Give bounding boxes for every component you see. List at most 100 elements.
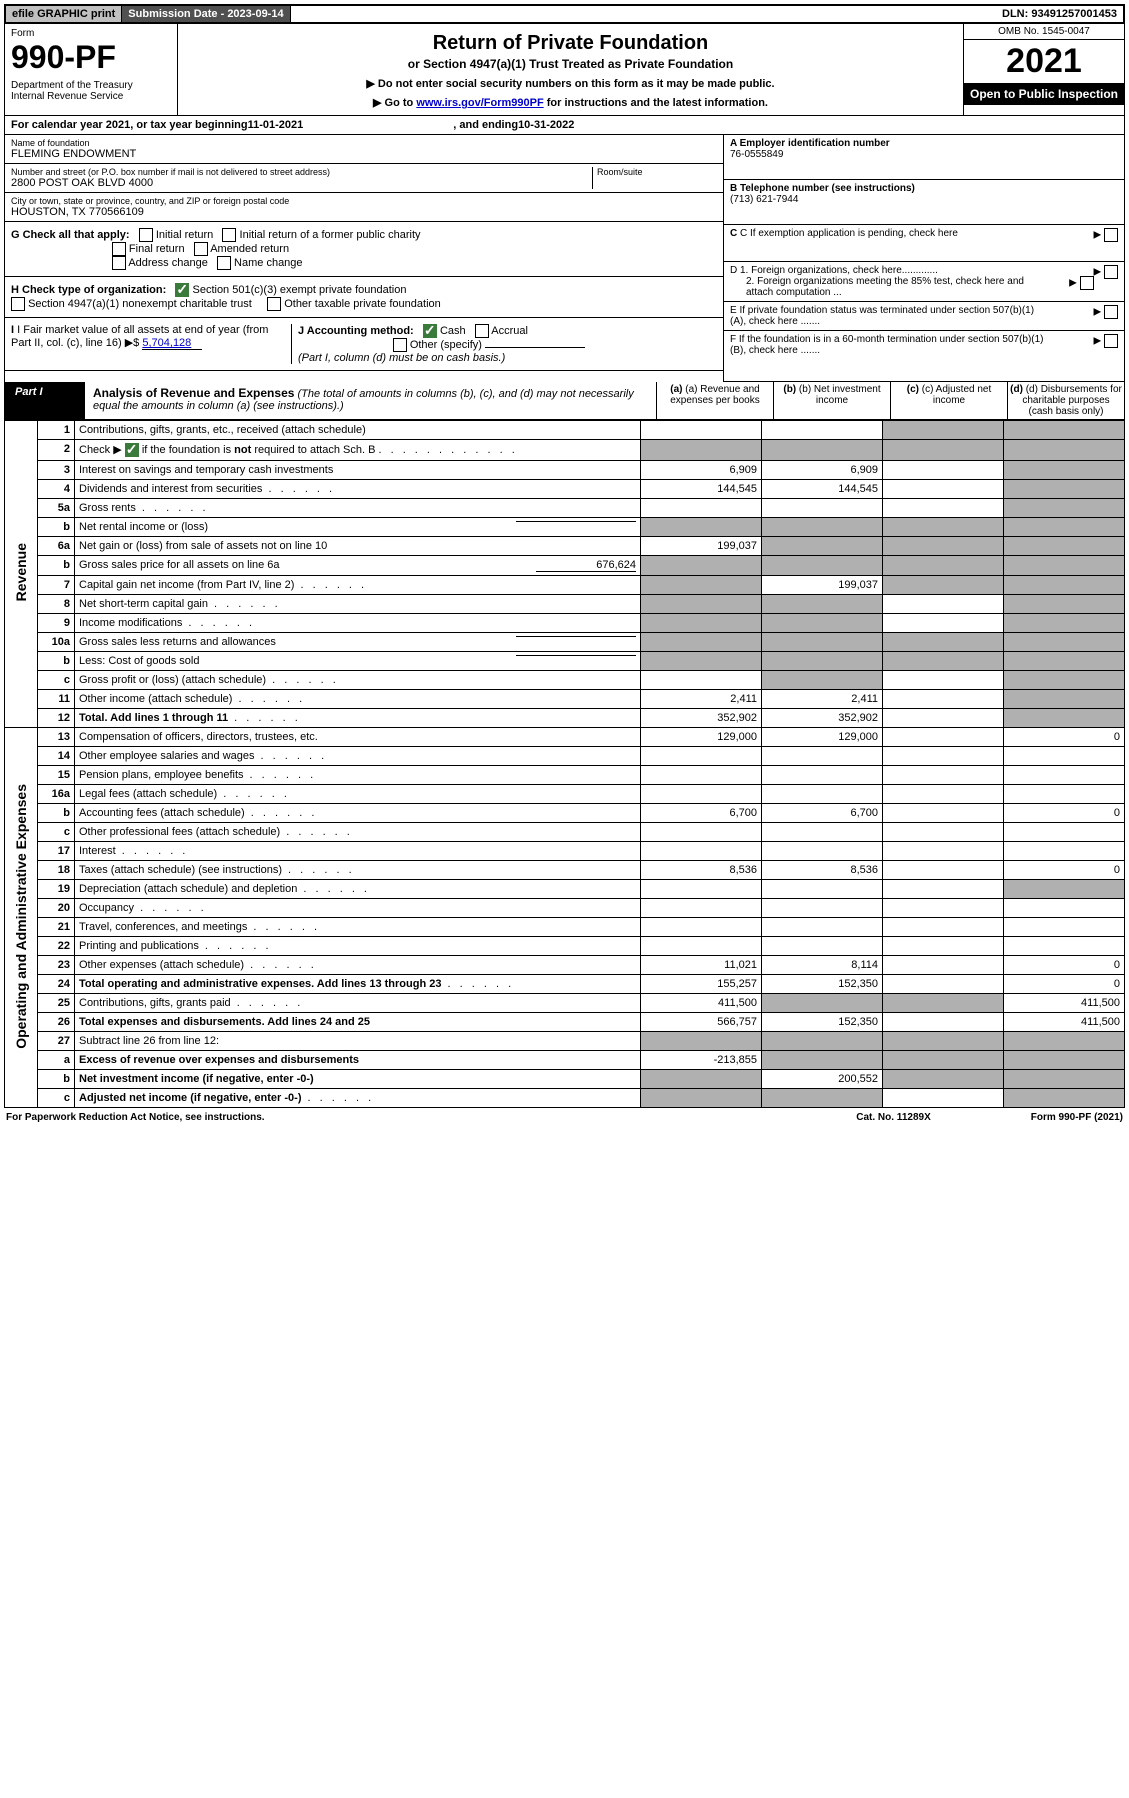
fmv-value[interactable]: 5,704,128 — [142, 337, 202, 350]
row-num: 3 — [38, 461, 75, 480]
checkbox-address[interactable] — [112, 256, 126, 270]
row-num: 15 — [38, 766, 75, 785]
form-header: Form 990-PF Department of the Treasury I… — [4, 24, 1125, 116]
table-row: 7Capital gain net income (from Part IV, … — [5, 576, 1125, 595]
row-num: 24 — [38, 975, 75, 994]
section-d: D 1. Foreign organizations, check here..… — [724, 262, 1124, 302]
checkbox-cash[interactable] — [423, 324, 437, 338]
i-label: I Fair market value of all assets at end… — [11, 324, 268, 349]
table-row: 19Depreciation (attach schedule) and dep… — [5, 880, 1125, 899]
info-left: Name of foundation FLEMING ENDOWMENT Num… — [5, 135, 723, 382]
h-opt3: Other taxable private foundation — [284, 298, 441, 310]
table-row: bNet rental income or (loss) — [5, 518, 1125, 537]
row-desc: Contributions, gifts, grants paid . . . … — [75, 994, 641, 1013]
row-num: 7 — [38, 576, 75, 595]
part1-tab: Part I — [5, 382, 85, 419]
checkbox-amended[interactable] — [194, 242, 208, 256]
table-row: 2Check ▶ if the foundation is not requir… — [5, 440, 1125, 461]
section-f: F If the foundation is in a 60-month ter… — [724, 331, 1124, 382]
row-desc: Subtract line 26 from line 12: — [75, 1032, 641, 1051]
table-row: bLess: Cost of goods sold — [5, 652, 1125, 671]
row-desc: Other expenses (attach schedule) . . . .… — [75, 956, 641, 975]
row-desc: Gross profit or (loss) (attach schedule)… — [75, 671, 641, 690]
part1-header: Part I Analysis of Revenue and Expenses … — [4, 382, 1125, 420]
row-num: 14 — [38, 747, 75, 766]
col-c-header: (c) (c) Adjusted net income — [890, 382, 1007, 419]
row-desc: Other employee salaries and wages . . . … — [75, 747, 641, 766]
checkbox-f[interactable] — [1104, 334, 1118, 348]
row-desc: Travel, conferences, and meetings . . . … — [75, 918, 641, 937]
top-bar: efile GRAPHIC print Submission Date - 20… — [4, 4, 1125, 24]
row-num: 9 — [38, 614, 75, 633]
table-row: 27Subtract line 26 from line 12: — [5, 1032, 1125, 1051]
checkbox-c[interactable] — [1104, 228, 1118, 242]
submission-date: Submission Date - 2023-09-14 — [122, 6, 290, 22]
section-vlabel: Revenue — [5, 421, 38, 728]
row-desc: Interest on savings and temporary cash i… — [75, 461, 641, 480]
checkbox-4947[interactable] — [11, 297, 25, 311]
footer-mid: Cat. No. 11289X — [856, 1112, 930, 1123]
checkbox-d2[interactable] — [1080, 276, 1094, 290]
row-num: 17 — [38, 842, 75, 861]
row-desc: Net gain or (loss) from sale of assets n… — [75, 537, 641, 556]
table-row: 9Income modifications . . . . . . — [5, 614, 1125, 633]
h-opt2: Section 4947(a)(1) nonexempt charitable … — [28, 298, 252, 310]
tax-year: 2021 — [964, 40, 1124, 83]
table-row: cAdjusted net income (if negative, enter… — [5, 1089, 1125, 1108]
checkbox-other-taxable[interactable] — [267, 297, 281, 311]
foundation-name: FLEMING ENDOWMENT — [11, 148, 717, 160]
table-row: 17Interest . . . . . . — [5, 842, 1125, 861]
phone-cell: B Telephone number (see instructions) (7… — [724, 180, 1124, 225]
row-num: a — [38, 1051, 75, 1070]
row-desc: Contributions, gifts, grants, etc., rece… — [75, 421, 641, 440]
row-desc: Total expenses and disbursements. Add li… — [75, 1013, 641, 1032]
checkbox-final[interactable] — [112, 242, 126, 256]
j-label: J Accounting method: — [298, 325, 414, 337]
h-opt1: Section 501(c)(3) exempt private foundat… — [192, 284, 406, 296]
checkbox-other-method[interactable] — [393, 338, 407, 352]
note2-pre: ▶ Go to — [373, 97, 416, 109]
row-desc: Printing and publications . . . . . . — [75, 937, 641, 956]
table-row: 20Occupancy . . . . . . — [5, 899, 1125, 918]
city-cell: City or town, state or province, country… — [5, 193, 723, 222]
checkbox-name[interactable] — [217, 256, 231, 270]
part1-title: Analysis of Revenue and Expenses — [93, 386, 294, 400]
table-row: 3Interest on savings and temporary cash … — [5, 461, 1125, 480]
dept-label: Department of the Treasury Internal Reve… — [11, 80, 171, 102]
row-num: c — [38, 823, 75, 842]
address-cell: Number and street (or P.O. box number if… — [5, 164, 723, 193]
table-row: 4Dividends and interest from securities … — [5, 480, 1125, 499]
row-desc: Occupancy . . . . . . — [75, 899, 641, 918]
ein-label: A Employer identification number — [730, 138, 890, 149]
form-number-cell: Form 990-PF Department of the Treasury I… — [5, 24, 178, 115]
section-e: E If private foundation status was termi… — [724, 302, 1124, 331]
table-row: bNet investment income (if negative, ent… — [5, 1070, 1125, 1089]
form-note1: ▶ Do not enter social security numbers o… — [184, 77, 957, 90]
row-num: 2 — [38, 440, 75, 461]
j-note: (Part I, column (d) must be on cash basi… — [298, 352, 505, 364]
table-row: 26Total expenses and disbursements. Add … — [5, 1013, 1125, 1032]
checkbox-initial-former[interactable] — [222, 228, 236, 242]
table-row: 21Travel, conferences, and meetings . . … — [5, 918, 1125, 937]
efile-label: efile GRAPHIC print — [6, 6, 122, 22]
row-num: 8 — [38, 595, 75, 614]
checkbox-initial[interactable] — [139, 228, 153, 242]
g-opt3: Amended return — [210, 243, 289, 255]
row-desc: Less: Cost of goods sold — [75, 652, 641, 671]
table-row: 15Pension plans, employee benefits . . .… — [5, 766, 1125, 785]
instructions-link[interactable]: www.irs.gov/Form990PF — [416, 97, 543, 109]
row-num: 5a — [38, 499, 75, 518]
checkbox-accrual[interactable] — [475, 324, 489, 338]
checkbox-d1[interactable] — [1104, 265, 1118, 279]
table-row: 23Other expenses (attach schedule) . . .… — [5, 956, 1125, 975]
checkbox-501c3[interactable] — [175, 283, 189, 297]
row-desc: Other income (attach schedule) . . . . .… — [75, 690, 641, 709]
row-desc: Total operating and administrative expen… — [75, 975, 641, 994]
row-desc: Net short-term capital gain . . . . . . — [75, 595, 641, 614]
phone-value: (713) 621-7944 — [730, 194, 798, 205]
checkbox-schB[interactable] — [125, 443, 139, 457]
row-num: 19 — [38, 880, 75, 899]
col-d-text: (d) Disbursements for charitable purpose… — [1022, 384, 1121, 417]
checkbox-e[interactable] — [1104, 305, 1118, 319]
col-d-header: (d) (d) Disbursements for charitable pur… — [1007, 382, 1124, 419]
